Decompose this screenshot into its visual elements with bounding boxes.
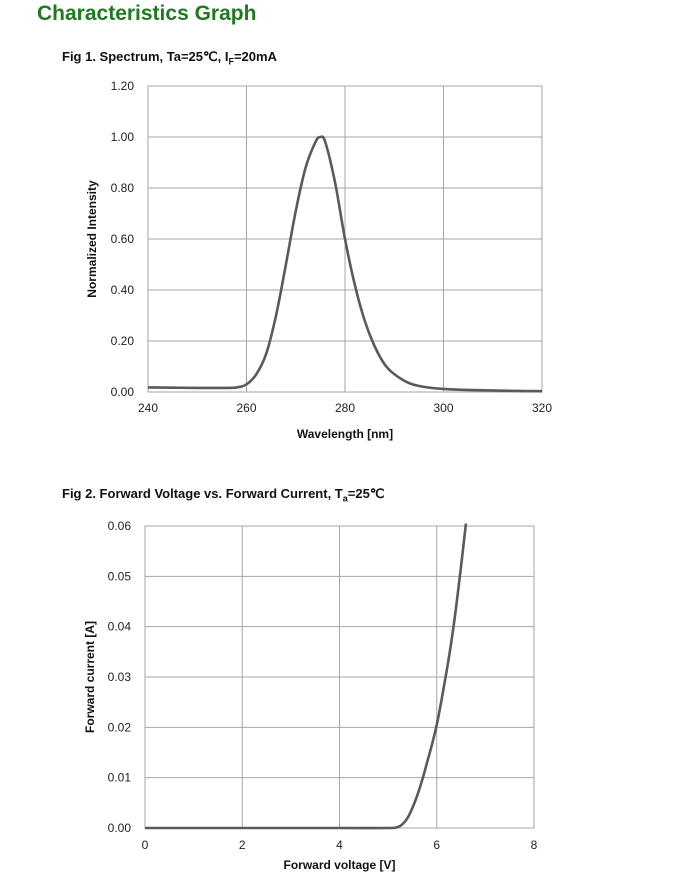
fig1-title-main: Fig 1. Spectrum, Ta=25℃, I — [62, 49, 229, 64]
y-tick-label: 0.00 — [111, 385, 135, 399]
x-tick-label: 2 — [239, 838, 246, 852]
page-title: Characteristics Graph — [37, 2, 257, 25]
fig1-title: Fig 1. Spectrum, Ta=25℃, IF=20mA — [62, 49, 277, 67]
x-axis-label: Wavelength [nm] — [297, 427, 393, 441]
y-tick-label: 0.05 — [108, 569, 132, 583]
y-tick-label: 0.00 — [108, 821, 132, 835]
series-line — [144, 523, 468, 830]
x-tick-label: 4 — [336, 838, 343, 852]
y-tick-label: 0.02 — [108, 720, 132, 734]
series-line — [147, 135, 543, 393]
spectrum-chart: 240 260 280 300 320 0.00 0.20 0.40 0.60 0.80 1.00 1… — [85, 79, 552, 441]
y-tick-label: 1.00 — [111, 130, 135, 144]
y-axis-label: Normalized Intensity — [85, 180, 99, 298]
fig1-title-sub: F — [228, 56, 234, 67]
y-tick-label: 0.03 — [108, 670, 132, 684]
y-tick-label: 0.60 — [111, 232, 135, 246]
fig2-title-tail: =25℃ — [347, 486, 385, 501]
x-tick-label: 6 — [433, 838, 440, 852]
y-tick-label: 0.04 — [108, 620, 132, 634]
fig2-title-main: Fig 2. Forward Voltage vs. Forward Curre… — [62, 486, 343, 501]
x-tick-label: 300 — [433, 401, 453, 415]
x-axis-label: Forward voltage [V] — [283, 858, 395, 872]
x-tick-label: 280 — [335, 401, 355, 415]
x-tick-label: 320 — [532, 401, 552, 415]
y-tick-label: 0.80 — [111, 181, 135, 195]
y-tick-label: 0.40 — [111, 283, 135, 297]
y-tick-label: 0.20 — [111, 334, 135, 348]
fig1-title-tail: =20mA — [233, 49, 277, 64]
y-axis-label: Forward current [A] — [83, 621, 97, 733]
x-tick-label: 0 — [142, 838, 149, 852]
y-tick-label: 0.06 — [108, 519, 132, 533]
fig2-title: Fig 2. Forward Voltage vs. Forward Curre… — [62, 486, 384, 504]
y-tick-label: 0.01 — [108, 771, 132, 785]
y-tick-label: 1.20 — [111, 79, 135, 93]
x-tick-label: 240 — [138, 401, 158, 415]
x-tick-label: 8 — [531, 838, 538, 852]
x-tick-label: 260 — [236, 401, 256, 415]
fig2-title-sub: a — [342, 493, 348, 504]
